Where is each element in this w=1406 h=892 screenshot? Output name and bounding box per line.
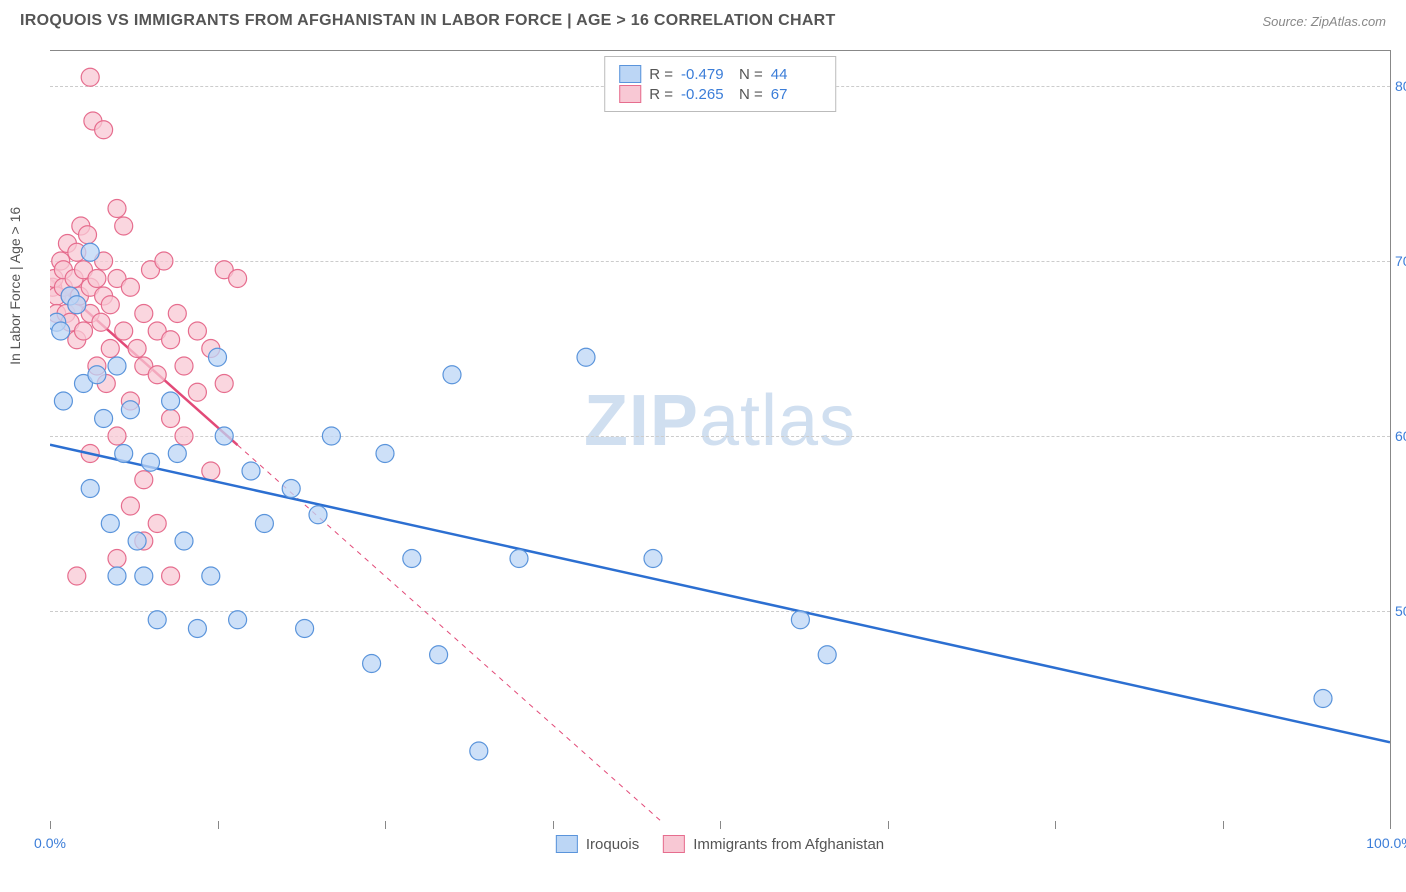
stats-row-afghan: R = -0.265 N = 67 — [619, 85, 821, 103]
x-tick-label: 0.0% — [34, 835, 66, 851]
source-label: Source: ZipAtlas.com — [1262, 14, 1386, 29]
chart-header: IROQUOIS VS IMMIGRANTS FROM AFGHANISTAN … — [0, 0, 1406, 38]
legend-item-afghan: Immigrants from Afghanistan — [663, 835, 884, 853]
legend-label-afghan: Immigrants from Afghanistan — [693, 836, 884, 853]
n-label: N = — [739, 86, 763, 103]
swatch-afghan — [619, 85, 641, 103]
r-label: R = — [649, 86, 673, 103]
scatter-plot — [50, 51, 1390, 821]
chart-title: IROQUOIS VS IMMIGRANTS FROM AFGHANISTAN … — [20, 12, 836, 30]
stats-row-iroquois: R = -0.479 N = 44 — [619, 65, 821, 83]
y-tick-label: 60.0% — [1395, 428, 1406, 444]
legend-item-iroquois: Iroquois — [556, 835, 639, 853]
r-label: R = — [649, 66, 673, 83]
y-tick-label: 80.0% — [1395, 78, 1406, 94]
y-axis-title: In Labor Force | Age > 16 — [7, 207, 23, 365]
r-value-afghan: -0.265 — [681, 86, 731, 103]
swatch-iroquois — [556, 835, 578, 853]
x-tick-label: 100.0% — [1366, 835, 1406, 851]
n-value-afghan: 67 — [771, 86, 821, 103]
chart-container: In Labor Force | Age > 16 ZIPatlas 50.0%… — [50, 50, 1391, 821]
series-legend: Iroquois Immigrants from Afghanistan — [556, 835, 884, 853]
y-tick-label: 50.0% — [1395, 603, 1406, 619]
swatch-iroquois — [619, 65, 641, 83]
r-value-iroquois: -0.479 — [681, 66, 731, 83]
y-tick-label: 70.0% — [1395, 253, 1406, 269]
swatch-afghan — [663, 835, 685, 853]
n-value-iroquois: 44 — [771, 66, 821, 83]
n-label: N = — [739, 66, 763, 83]
stats-legend: R = -0.479 N = 44 R = -0.265 N = 67 — [604, 56, 836, 112]
legend-label-iroquois: Iroquois — [586, 836, 639, 853]
